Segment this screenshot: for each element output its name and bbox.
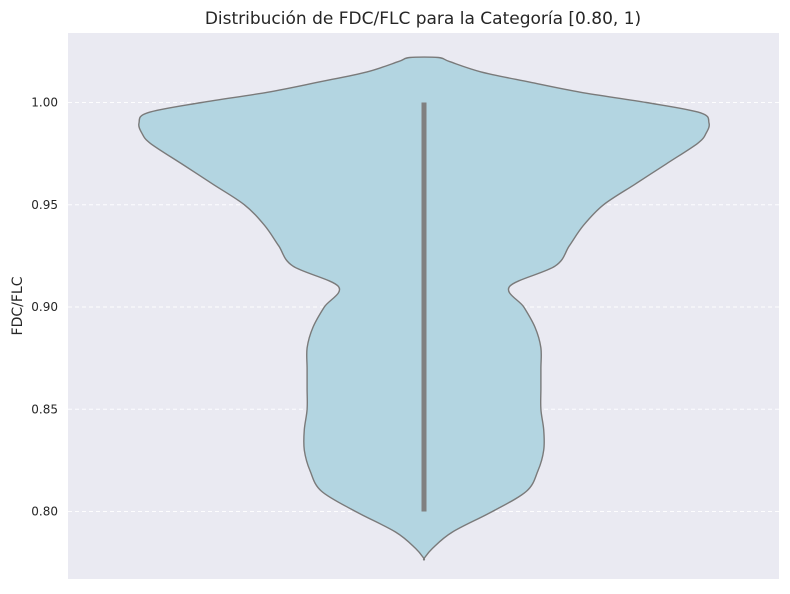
chart-title: Distribución de FDC/FLC para la Categorí… <box>205 9 641 29</box>
y-tick-label: 0.85 <box>31 402 58 416</box>
y-tick-label: 1.00 <box>31 96 58 110</box>
y-tick-label: 0.95 <box>31 198 58 212</box>
y-tick-label: 0.80 <box>31 505 58 519</box>
y-axis-ticks: 0.80 0.85 0.90 0.95 1.00 <box>31 96 58 519</box>
y-tick-label: 0.90 <box>31 300 58 314</box>
y-axis-label: FDC/FLC <box>10 276 26 335</box>
